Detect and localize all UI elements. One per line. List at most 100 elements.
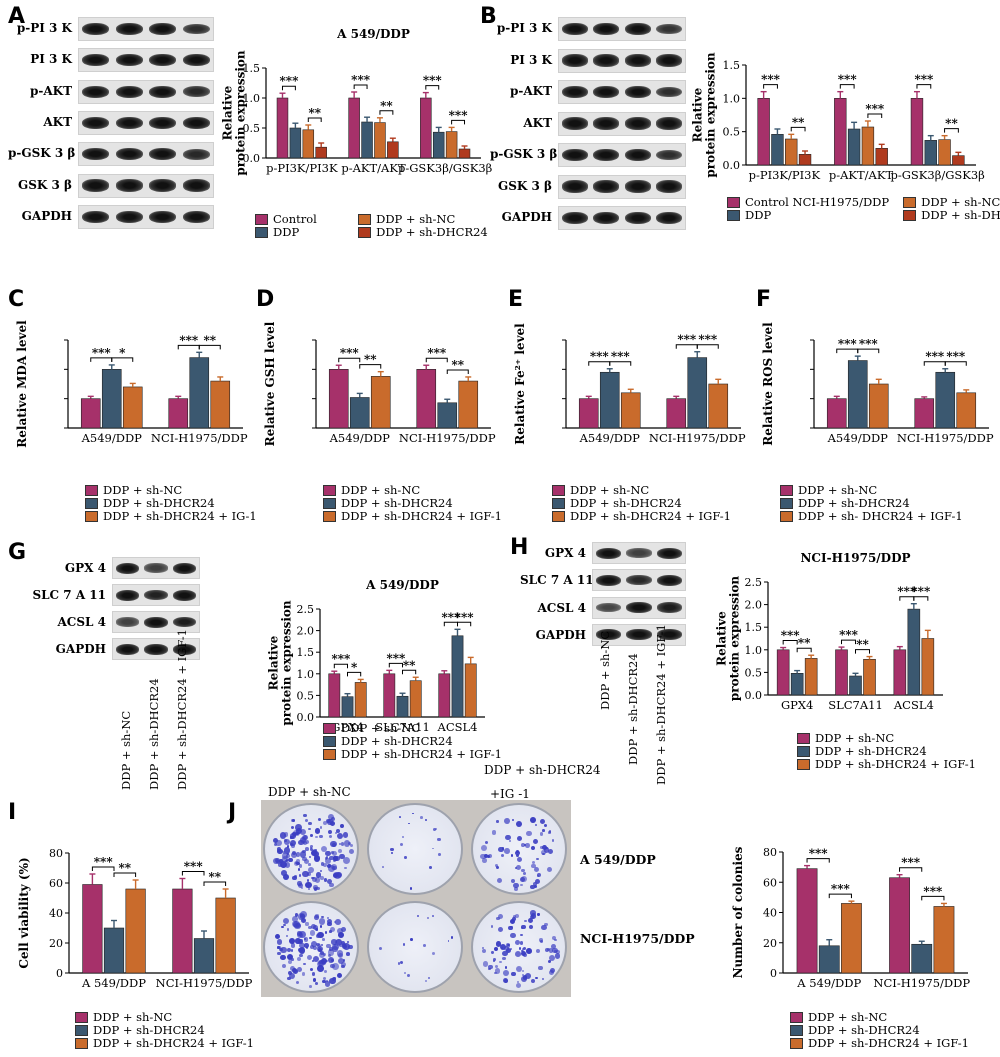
chart-f: Relative ROS level A549/DDP NCI-H1975/DDP *… xyxy=(761,322,994,446)
blot-band xyxy=(182,54,210,67)
bar xyxy=(125,888,146,974)
colony xyxy=(303,937,309,942)
bar xyxy=(910,98,924,166)
colony xyxy=(432,827,436,831)
y-tick-label: 80 xyxy=(49,847,63,860)
colony xyxy=(342,959,346,962)
bar xyxy=(374,122,386,159)
colony xyxy=(326,863,331,868)
y-tick-label: 2.0 xyxy=(745,599,763,612)
significance-label: *** xyxy=(698,333,718,347)
legend-item: DDP + sh-DHCR24 xyxy=(797,745,976,758)
colony xyxy=(326,918,332,924)
colony xyxy=(288,857,294,863)
colony xyxy=(280,954,286,961)
legend-item: DDP + sh-DHCR24 xyxy=(552,497,731,510)
colony xyxy=(551,935,557,941)
colony xyxy=(290,839,297,847)
significance-label: *** xyxy=(914,73,934,87)
colony xyxy=(432,847,435,850)
colony xyxy=(537,913,540,916)
colony xyxy=(425,819,428,821)
blot-row xyxy=(112,611,200,633)
significance-bracket xyxy=(867,113,883,118)
colony xyxy=(282,923,286,927)
y-tick-label: 1.5 xyxy=(745,621,763,634)
colony xyxy=(496,878,502,884)
legend-swatch xyxy=(75,1038,88,1049)
blot-row-label: GAPDH xyxy=(535,627,586,642)
y-tick-label: 0.0 xyxy=(745,689,763,702)
colony xyxy=(512,916,517,921)
legend-label: DDP + sh-DHCR24 xyxy=(808,1023,920,1037)
blot-band xyxy=(593,180,620,193)
significance-bracket xyxy=(111,357,134,362)
significance-label: *** xyxy=(590,350,610,364)
bar xyxy=(847,360,868,429)
colony xyxy=(408,822,410,825)
colony xyxy=(338,842,342,846)
colony xyxy=(276,847,282,853)
colony xyxy=(500,943,507,950)
significance-label: *** xyxy=(809,847,829,861)
legend-item: DDP xyxy=(727,209,889,222)
significance-bracket xyxy=(333,663,348,669)
colony xyxy=(324,969,328,973)
blot-band xyxy=(624,22,651,36)
colony xyxy=(502,956,506,961)
significance-label: ** xyxy=(856,638,869,652)
colony xyxy=(308,822,312,826)
legend-swatch xyxy=(797,759,810,770)
colony xyxy=(304,839,310,845)
plate-row1-label: A 549/DDP xyxy=(580,852,656,867)
colony xyxy=(325,943,331,949)
colony xyxy=(282,853,288,859)
colony xyxy=(288,972,295,979)
significance-bracket xyxy=(790,126,806,132)
colony xyxy=(331,939,337,945)
colony xyxy=(342,856,350,864)
x-tick-label: SLC7A11 xyxy=(375,720,430,734)
colony xyxy=(536,872,542,877)
colony xyxy=(288,959,292,964)
blot-band xyxy=(115,85,143,98)
bar xyxy=(387,141,399,159)
colony xyxy=(548,948,554,953)
bar xyxy=(383,673,396,718)
colony xyxy=(281,855,289,863)
colony xyxy=(487,853,492,858)
blot-band xyxy=(657,547,683,559)
colony xyxy=(491,951,494,954)
legend-item: DDP + sh-DHCR24 xyxy=(75,1024,254,1037)
legend-label: DDP + sh-DHCR24 xyxy=(93,1023,205,1037)
colony xyxy=(518,946,522,950)
colony xyxy=(305,881,312,888)
bar xyxy=(952,155,965,166)
blot-row xyxy=(112,638,200,660)
colony xyxy=(504,966,507,969)
colony xyxy=(327,949,335,956)
colony xyxy=(554,938,557,942)
colony xyxy=(280,862,287,869)
blot-band xyxy=(182,116,210,129)
colony xyxy=(347,842,351,846)
colony xyxy=(312,946,317,951)
colony xyxy=(505,948,511,954)
chart-h: NCI-H1975/DDP 0.0 0.5 1.0 1.5 2.0 2.5 Relative p… xyxy=(715,551,943,712)
colony xyxy=(534,823,537,826)
panel-label-i: I xyxy=(8,800,17,825)
bar xyxy=(341,696,354,718)
colony xyxy=(290,825,294,829)
blot-band xyxy=(172,643,197,655)
chart-a: A 549/DDP 0.0 0.5 1.0 1.5 Relative protein exp… xyxy=(221,27,493,176)
colony xyxy=(517,980,520,983)
colony xyxy=(531,846,536,851)
colony xyxy=(315,914,319,918)
blot-band xyxy=(624,211,651,225)
bar xyxy=(847,128,861,166)
legend-item: DDP + sh-DHCR24 xyxy=(85,497,257,510)
bar xyxy=(464,663,477,718)
y-axis-label: Relative ROS level xyxy=(761,322,775,446)
significance-label: ** xyxy=(403,658,416,672)
colony xyxy=(327,879,333,884)
